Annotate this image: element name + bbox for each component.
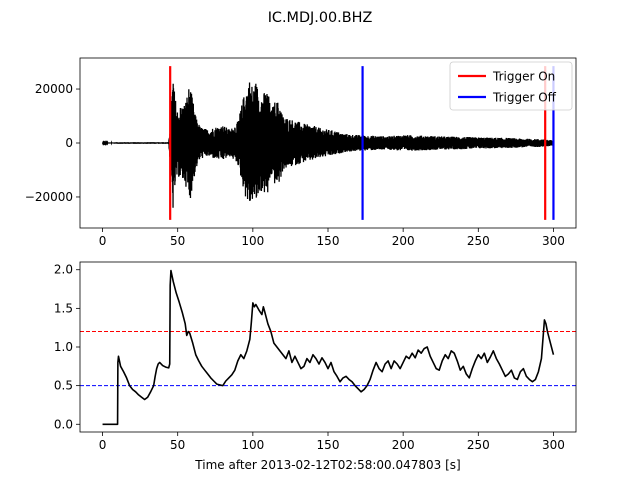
x-tick-label: 150 <box>317 438 340 452</box>
x-tick-label: 150 <box>317 234 340 248</box>
top-axes-waveform: 0 50 100 150 200 250 300 −20000 0 20000 Trigger On… <box>25 57 577 248</box>
x-tick-label: 200 <box>392 438 415 452</box>
figure-title: IC.MDJ.00.BHZ <box>268 10 373 26</box>
legend-label: Trigger Off <box>492 91 557 105</box>
x-tick-label: 250 <box>467 234 490 248</box>
x-tick-label: 50 <box>170 438 185 452</box>
x-tick-label: 250 <box>467 438 490 452</box>
y-tick-label: 0.5 <box>54 379 73 393</box>
x-tick-label: 200 <box>392 234 415 248</box>
y-tick-label: −20000 <box>25 190 73 204</box>
x-tick-label: 300 <box>542 234 565 248</box>
x-tick-label: 0 <box>99 234 107 248</box>
x-axis-label: Time after 2013-02-12T02:58:00.047803 [s… <box>194 458 460 472</box>
x-tick-label: 300 <box>542 438 565 452</box>
legend: Trigger On Trigger Off <box>449 61 573 111</box>
y-tick-label: 0 <box>65 136 73 150</box>
waveform-line <box>101 82 555 208</box>
x-tick-label: 100 <box>241 438 264 452</box>
y-tick-label: 0.0 <box>54 417 73 431</box>
y-tick-label: 20000 <box>35 82 73 96</box>
characteristic-function-line <box>102 269 555 426</box>
bottom-axes-characteristic-function: 0 50 100 150 200 250 300 0.0 0.5 1.0 1.5 2.0 Time af… <box>54 261 577 472</box>
x-tick-label: 0 <box>99 438 107 452</box>
axes-frame <box>79 261 577 433</box>
y-tick-label: 2.0 <box>54 263 73 277</box>
x-tick-label: 100 <box>241 234 264 248</box>
y-tick-label: 1.5 <box>54 301 73 315</box>
y-tick-label: 1.0 <box>54 340 73 354</box>
x-tick-label: 50 <box>170 234 185 248</box>
legend-label: Trigger On <box>492 70 555 84</box>
